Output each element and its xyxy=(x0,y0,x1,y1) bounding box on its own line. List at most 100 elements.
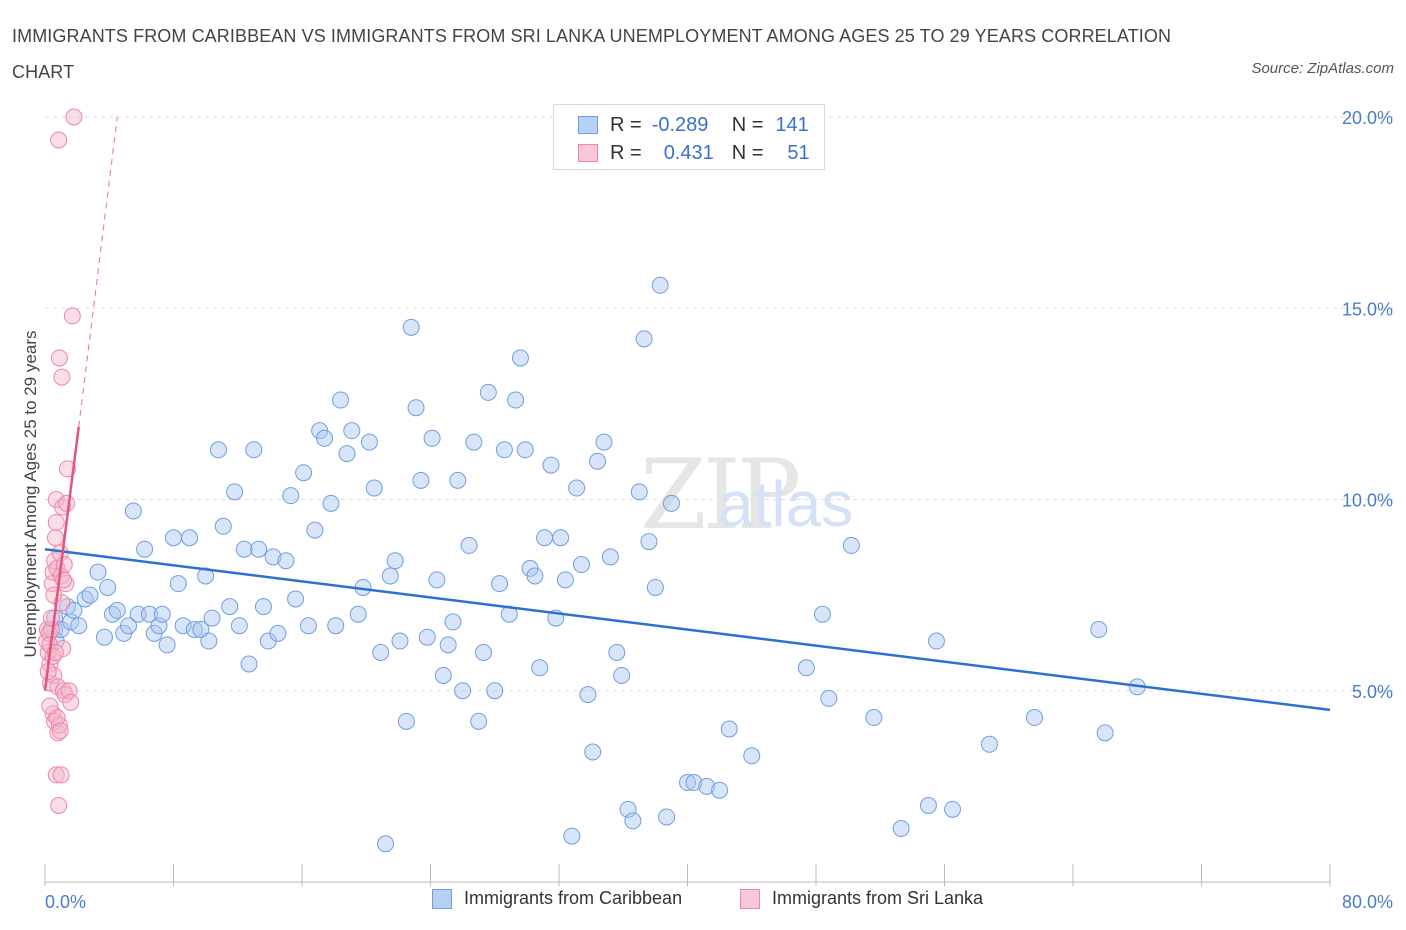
caribbean-point xyxy=(536,529,554,547)
srilanka-point xyxy=(41,697,59,715)
caribbean-point xyxy=(919,797,937,814)
caribbean-point xyxy=(651,276,669,294)
legend-n-label: N = xyxy=(731,141,764,164)
caribbean-point xyxy=(698,777,716,795)
caribbean-point xyxy=(377,835,395,853)
x-tick-label: 0.0% xyxy=(45,892,86,912)
caribbean-point xyxy=(235,540,253,558)
bottom-legend-caribbean: Immigrants from Caribbean xyxy=(432,888,682,909)
legend-r-value-caribbean: -0.289 xyxy=(651,113,709,136)
legend-n-value-caribbean: 141 xyxy=(775,113,809,136)
caribbean-point xyxy=(181,529,199,547)
caribbean-point xyxy=(332,391,350,409)
caribbean-point xyxy=(386,552,404,570)
correlation-legend: R = -0.289 N = 141 R = 0.431 N = 51 xyxy=(553,104,825,170)
caribbean-points xyxy=(46,276,1146,853)
source-label: Source: ZipAtlas.com xyxy=(1251,60,1394,77)
caribbean-point xyxy=(428,571,446,589)
caribbean-point xyxy=(81,586,99,604)
caribbean-point xyxy=(595,433,613,451)
caribbean-point xyxy=(465,433,483,451)
y-tick-label: 20.0% xyxy=(1342,108,1393,128)
caribbean-point xyxy=(381,567,399,585)
caribbean-point xyxy=(349,605,367,623)
caribbean-point xyxy=(1090,621,1108,639)
caribbean-point xyxy=(327,617,345,635)
srilanka-point xyxy=(55,556,73,574)
caribbean-point xyxy=(542,456,560,474)
y-tick-label: 15.0% xyxy=(1342,299,1393,319)
y-axis-label: Unemployment Among Ages 25 to 29 years xyxy=(21,331,40,658)
caribbean-point xyxy=(608,644,626,661)
caribbean-point xyxy=(842,536,860,554)
caribbean-point xyxy=(646,578,664,596)
caribbean-point xyxy=(185,621,203,639)
caribbean-point xyxy=(813,605,831,623)
caribbean-point xyxy=(230,617,248,635)
srilanka-point xyxy=(47,513,65,531)
caribbean-point xyxy=(568,479,586,497)
caribbean-point xyxy=(579,686,597,704)
caribbean-point xyxy=(662,494,680,512)
caribbean-point xyxy=(486,682,504,700)
caribbean-point xyxy=(820,689,838,707)
caribbean-point xyxy=(70,617,88,635)
caribbean-point xyxy=(658,808,676,826)
caribbean-point xyxy=(434,666,452,684)
caribbean-point xyxy=(444,613,462,631)
caribbean-point xyxy=(95,628,113,646)
chart-title: IMMIGRANTS FROM CARIBBEAN VS IMMIGRANTS … xyxy=(12,26,1172,82)
caribbean-point xyxy=(108,601,126,619)
caribbean-point xyxy=(264,548,282,566)
srilanka-point xyxy=(53,368,71,386)
caribbean-point xyxy=(209,441,227,459)
srilanka-point xyxy=(52,766,70,784)
caribbean-point xyxy=(552,529,570,547)
caribbean-point xyxy=(475,644,493,661)
caribbean-point xyxy=(454,682,472,700)
legend-row-srilanka: R = 0.431 N = 51 xyxy=(578,139,810,167)
bottom-legend-label-srilanka: Immigrants from Sri Lanka xyxy=(772,888,984,908)
bottom-legend-srilanka: Immigrants from Sri Lanka xyxy=(740,888,983,909)
caribbean-point xyxy=(439,636,457,654)
caribbean-point xyxy=(418,628,436,646)
caribbean-point xyxy=(495,441,513,459)
legend-n-label: N = xyxy=(731,113,764,136)
tick-labels: 5.0% 10.0% 15.0% 20.0% 0.0% 80.0% xyxy=(45,108,1393,912)
caribbean-point xyxy=(277,552,295,570)
caribbean-point xyxy=(927,632,945,650)
legend-row-caribbean: R = -0.289 N = 141 xyxy=(578,111,809,139)
caribbean-point xyxy=(338,445,356,463)
caribbean-point xyxy=(158,636,176,654)
caribbean-point xyxy=(584,743,602,761)
srilanka-point xyxy=(58,460,76,478)
caribbean-point xyxy=(563,827,581,845)
caribbean-point xyxy=(299,617,317,635)
caribbean-point xyxy=(720,720,738,738)
caribbean-point xyxy=(221,598,239,616)
caribbean-point xyxy=(412,471,430,489)
srilanka-point xyxy=(50,131,68,149)
caribbean-point xyxy=(892,819,910,837)
caribbean-point xyxy=(397,712,415,730)
caribbean-point xyxy=(372,644,390,661)
caribbean-point xyxy=(1025,709,1043,727)
bottom-legend-swatch-srilanka xyxy=(740,888,760,909)
caribbean-point xyxy=(254,598,272,616)
caribbean-point xyxy=(423,429,441,447)
caribbean-point xyxy=(282,487,300,505)
caribbean-point xyxy=(511,349,529,367)
caribbean-point xyxy=(449,471,467,489)
bottom-legend-swatch-caribbean xyxy=(432,888,452,909)
caribbean-point xyxy=(287,590,305,608)
caribbean-point xyxy=(200,632,218,650)
srilanka-point xyxy=(47,766,65,784)
caribbean-point xyxy=(365,479,383,497)
caribbean-point xyxy=(679,774,696,792)
srilanka-point xyxy=(42,609,60,627)
srilanka-point xyxy=(51,722,69,740)
srilanka-point xyxy=(46,529,64,547)
caribbean-point xyxy=(360,433,378,451)
srilanka-point xyxy=(65,108,83,126)
y-tick-label: 5.0% xyxy=(1352,682,1393,702)
